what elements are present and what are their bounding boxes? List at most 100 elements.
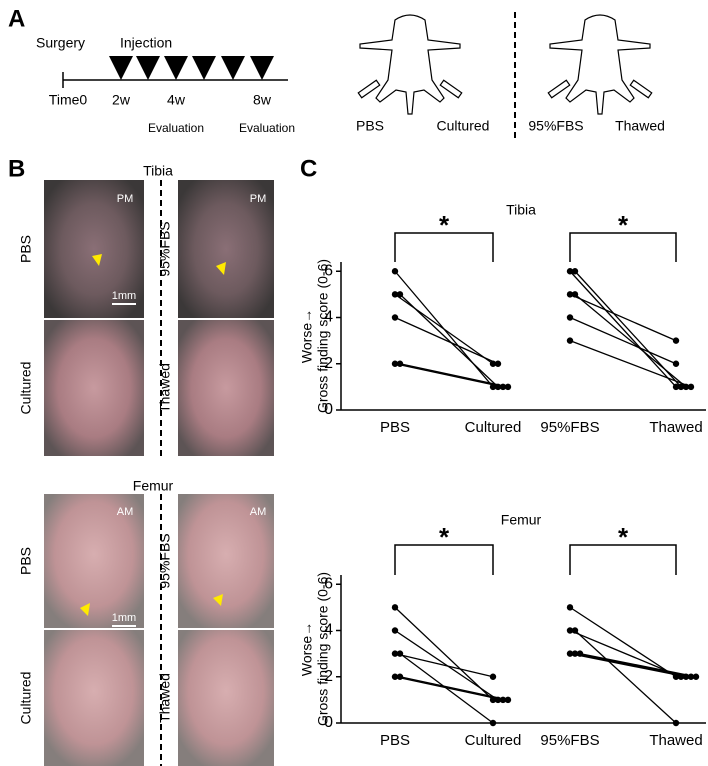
data-point bbox=[489, 696, 497, 704]
data-point bbox=[672, 360, 680, 367]
data-point bbox=[396, 673, 404, 680]
data-point bbox=[391, 650, 399, 657]
subject-line bbox=[569, 270, 677, 388]
photo bbox=[44, 180, 274, 456]
data-point bbox=[687, 383, 695, 391]
label: PBS bbox=[18, 547, 34, 575]
panel-letter: B bbox=[8, 155, 25, 182]
subject-line bbox=[399, 676, 509, 701]
subject-line bbox=[569, 629, 682, 678]
chart-title: Tibia bbox=[506, 202, 536, 218]
data-point bbox=[566, 627, 574, 634]
subject-line bbox=[394, 316, 499, 365]
subject-line bbox=[399, 293, 499, 388]
data-point bbox=[576, 650, 584, 657]
subject-line bbox=[569, 652, 687, 678]
label: Thawed bbox=[157, 673, 173, 723]
y-tick-label: 0 bbox=[324, 714, 333, 731]
subject-line bbox=[394, 293, 494, 365]
x-tick-label: PBS bbox=[380, 732, 410, 749]
subject-line bbox=[574, 293, 687, 388]
label: Cultured bbox=[437, 118, 490, 134]
x-tick-label: 95%FBS bbox=[540, 732, 599, 749]
label: 95%FBS bbox=[157, 533, 173, 588]
data-point bbox=[504, 696, 512, 704]
data-point bbox=[687, 673, 695, 680]
y-tick-label: 4 bbox=[324, 309, 333, 326]
data-point bbox=[566, 337, 574, 344]
label: PBS bbox=[356, 118, 384, 134]
data-point bbox=[391, 291, 399, 298]
y-tick-label: 4 bbox=[324, 622, 333, 639]
x-tick-label: Thawed bbox=[649, 732, 702, 749]
label: Surgery bbox=[36, 35, 85, 51]
data-point bbox=[494, 360, 502, 367]
label: AM bbox=[250, 506, 267, 518]
y-axis-label: Gross finding score (0-6) bbox=[315, 259, 331, 413]
data-point bbox=[499, 696, 507, 704]
data-point bbox=[391, 314, 399, 321]
data-point bbox=[566, 604, 574, 611]
significance-bracket bbox=[394, 544, 494, 575]
label: Cultured bbox=[18, 672, 34, 725]
chart-title: Femur bbox=[501, 512, 542, 528]
y-tick-label: 6 bbox=[324, 575, 333, 592]
panel-letter: C bbox=[300, 155, 317, 182]
data-point bbox=[566, 291, 574, 298]
y-axis-label: Gross finding score (0-6) bbox=[315, 572, 331, 726]
label: Time0 bbox=[49, 92, 88, 108]
data-point bbox=[489, 719, 497, 727]
data-point bbox=[571, 268, 579, 275]
y-tick-label: 2 bbox=[324, 668, 333, 685]
label: Evaluation bbox=[239, 121, 295, 135]
photo bbox=[44, 494, 274, 766]
data-point bbox=[682, 383, 690, 391]
data-point bbox=[396, 360, 404, 367]
data-point bbox=[692, 673, 700, 680]
label: Tibia bbox=[143, 163, 173, 179]
data-point bbox=[499, 383, 507, 391]
annotation: * bbox=[439, 522, 450, 552]
label: Evaluation bbox=[148, 121, 204, 135]
label: Thawed bbox=[157, 363, 173, 413]
x-tick-label: Cultured bbox=[465, 419, 522, 436]
significance-bracket bbox=[569, 232, 677, 262]
y-axis-label: Worse→ bbox=[299, 309, 315, 363]
subject-line bbox=[394, 606, 494, 701]
data-point bbox=[391, 604, 399, 611]
data-point bbox=[677, 383, 685, 391]
label: 1mm bbox=[112, 290, 136, 302]
x-tick-label: 95%FBS bbox=[540, 419, 599, 436]
y-axis-label: Worse→ bbox=[299, 622, 315, 676]
label: Injection bbox=[120, 35, 172, 51]
label: 8w bbox=[253, 92, 272, 108]
subject-line bbox=[569, 293, 677, 342]
data-point bbox=[672, 337, 680, 344]
data-point bbox=[391, 627, 399, 634]
label: 2w bbox=[112, 92, 131, 108]
label: PBS bbox=[18, 235, 34, 263]
data-point bbox=[494, 696, 502, 704]
subject-line bbox=[399, 363, 509, 388]
x-tick-label: Thawed bbox=[649, 419, 702, 436]
data-point bbox=[677, 673, 685, 680]
subject-line bbox=[579, 652, 697, 678]
data-point bbox=[571, 291, 579, 298]
data-point bbox=[571, 627, 579, 634]
label: Thawed bbox=[615, 118, 665, 134]
x-tick-label: PBS bbox=[380, 419, 410, 436]
annotation: * bbox=[618, 210, 629, 240]
subject-line bbox=[394, 676, 504, 701]
data-point bbox=[494, 383, 502, 391]
data-point bbox=[489, 673, 497, 680]
label: PM bbox=[250, 193, 267, 205]
x-tick-label: Cultured bbox=[465, 732, 522, 749]
data-point bbox=[391, 673, 399, 680]
data-point bbox=[489, 383, 497, 391]
label: 95%FBS bbox=[528, 118, 583, 134]
data-point bbox=[396, 291, 404, 298]
data-point bbox=[396, 650, 404, 657]
significance-bracket bbox=[569, 544, 677, 575]
data-point bbox=[391, 268, 399, 275]
